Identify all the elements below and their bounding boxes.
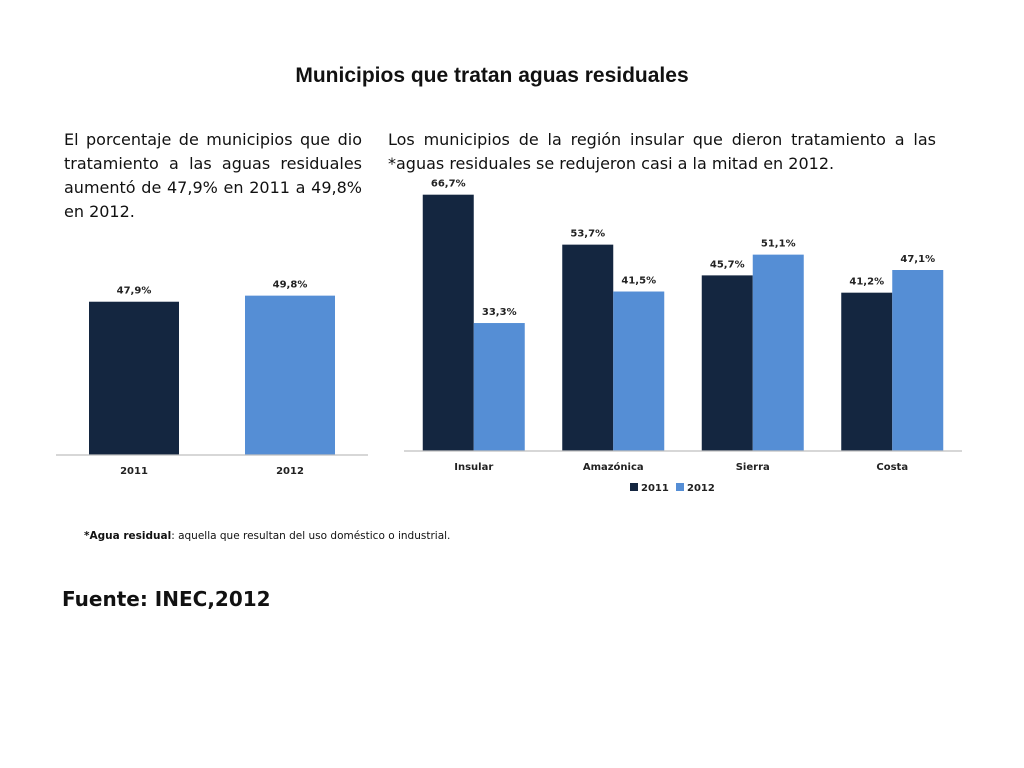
x-tick-label-sierra: Sierra bbox=[736, 462, 770, 473]
bar-costa-2011 bbox=[841, 292, 893, 451]
x-tick-label-2012: 2012 bbox=[276, 466, 304, 477]
data-label-amazónica-2011: 53,7% bbox=[570, 229, 605, 240]
bar-2012 bbox=[245, 295, 335, 455]
data-label-costa-2011: 41,2% bbox=[849, 277, 884, 288]
legend-swatch-2011 bbox=[630, 483, 638, 491]
data-label-2011: 47,9% bbox=[117, 286, 152, 297]
footnote-term: *Agua residual bbox=[84, 530, 172, 542]
left-description: El porcentaje de municipios que dio trat… bbox=[64, 130, 362, 221]
x-tick-label-amazónica: Amazónica bbox=[583, 461, 644, 473]
bar-insular-2011 bbox=[422, 194, 474, 451]
bar-insular-2012 bbox=[473, 323, 525, 451]
source-note: Fuente: INEC,2012 bbox=[62, 587, 271, 611]
right-description: Los municipios de la región insular que … bbox=[388, 130, 936, 173]
data-label-insular-2011: 66,7% bbox=[431, 179, 466, 190]
data-label-costa-2012: 47,1% bbox=[900, 254, 935, 265]
bar-sierra-2012 bbox=[752, 254, 804, 451]
page-title: Municipios que tratan aguas residuales bbox=[295, 64, 689, 87]
legend-label-2011: 2011 bbox=[641, 483, 669, 494]
legend-label-2012: 2012 bbox=[687, 483, 715, 494]
data-label-amazónica-2012: 41,5% bbox=[621, 276, 656, 287]
bar-amazónica-2011 bbox=[562, 244, 614, 451]
bar-sierra-2011 bbox=[701, 275, 753, 451]
data-label-insular-2012: 33,3% bbox=[482, 307, 517, 318]
x-tick-label-costa: Costa bbox=[876, 462, 908, 473]
legend-swatch-2012 bbox=[676, 483, 684, 491]
bar-2011 bbox=[89, 301, 179, 455]
x-tick-label-insular: Insular bbox=[454, 462, 493, 473]
data-label-sierra-2012: 51,1% bbox=[761, 239, 796, 250]
bar-costa-2012 bbox=[892, 270, 944, 451]
data-label-sierra-2011: 45,7% bbox=[710, 259, 745, 270]
footnote-definition: : aquella que resultan del uso doméstico… bbox=[171, 530, 451, 542]
bar-amazónica-2012 bbox=[613, 291, 665, 451]
x-tick-label-2011: 2011 bbox=[120, 466, 148, 477]
footnote: *Agua residual: aquella que resultan del… bbox=[84, 530, 450, 542]
data-label-2012: 49,8% bbox=[273, 280, 308, 291]
